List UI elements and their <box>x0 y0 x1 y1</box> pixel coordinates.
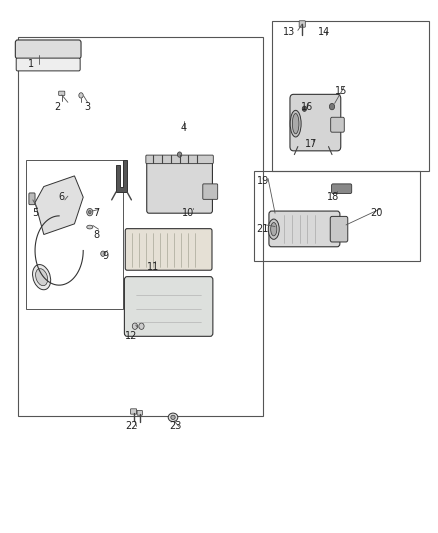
Text: 23: 23 <box>169 422 181 431</box>
FancyBboxPatch shape <box>290 94 341 151</box>
FancyBboxPatch shape <box>15 40 81 59</box>
FancyBboxPatch shape <box>269 211 340 247</box>
Text: 3: 3 <box>85 102 91 111</box>
Text: 2: 2 <box>54 102 60 111</box>
Circle shape <box>101 251 105 256</box>
Text: 12: 12 <box>125 331 138 341</box>
Circle shape <box>79 93 83 98</box>
FancyBboxPatch shape <box>137 410 142 415</box>
Text: 4: 4 <box>181 123 187 133</box>
Text: 11: 11 <box>147 262 159 271</box>
Ellipse shape <box>271 223 277 236</box>
Ellipse shape <box>293 114 299 134</box>
Ellipse shape <box>35 269 48 286</box>
Text: 15: 15 <box>336 86 348 95</box>
Circle shape <box>139 323 144 329</box>
FancyBboxPatch shape <box>332 184 352 193</box>
Text: 1: 1 <box>28 59 34 69</box>
Text: 6: 6 <box>58 192 64 202</box>
Polygon shape <box>35 176 83 235</box>
Circle shape <box>302 106 307 111</box>
Ellipse shape <box>268 219 279 239</box>
FancyBboxPatch shape <box>131 409 137 414</box>
FancyBboxPatch shape <box>16 58 80 71</box>
Circle shape <box>88 211 91 214</box>
FancyBboxPatch shape <box>331 117 344 132</box>
Text: 8: 8 <box>93 230 99 239</box>
Text: 20: 20 <box>371 208 383 218</box>
Text: 5: 5 <box>32 208 38 218</box>
Text: 19: 19 <box>257 176 269 186</box>
Circle shape <box>329 103 335 110</box>
Ellipse shape <box>32 264 51 290</box>
FancyBboxPatch shape <box>29 193 35 205</box>
FancyBboxPatch shape <box>146 155 213 164</box>
Bar <box>254 171 420 261</box>
Text: 10: 10 <box>182 208 194 218</box>
Bar <box>272 21 429 171</box>
Text: 18: 18 <box>327 192 339 202</box>
Bar <box>26 160 123 309</box>
Text: 17: 17 <box>305 139 317 149</box>
Text: 14: 14 <box>318 27 330 37</box>
Ellipse shape <box>87 225 93 229</box>
Ellipse shape <box>171 415 175 419</box>
Circle shape <box>87 208 93 216</box>
Ellipse shape <box>290 110 301 137</box>
FancyBboxPatch shape <box>59 91 65 95</box>
FancyBboxPatch shape <box>124 277 213 336</box>
Text: 9: 9 <box>102 251 108 261</box>
Ellipse shape <box>168 413 178 422</box>
FancyBboxPatch shape <box>125 229 212 270</box>
FancyBboxPatch shape <box>299 21 305 27</box>
Polygon shape <box>116 160 127 192</box>
Text: 13: 13 <box>283 27 295 37</box>
Text: 21: 21 <box>257 224 269 234</box>
FancyBboxPatch shape <box>203 184 218 199</box>
Text: 7: 7 <box>93 208 99 218</box>
Text: 16: 16 <box>300 102 313 111</box>
Text: 22: 22 <box>125 422 138 431</box>
Circle shape <box>177 152 182 157</box>
Circle shape <box>132 323 138 329</box>
Bar <box>18 37 263 416</box>
FancyBboxPatch shape <box>147 160 212 213</box>
FancyBboxPatch shape <box>330 216 348 242</box>
